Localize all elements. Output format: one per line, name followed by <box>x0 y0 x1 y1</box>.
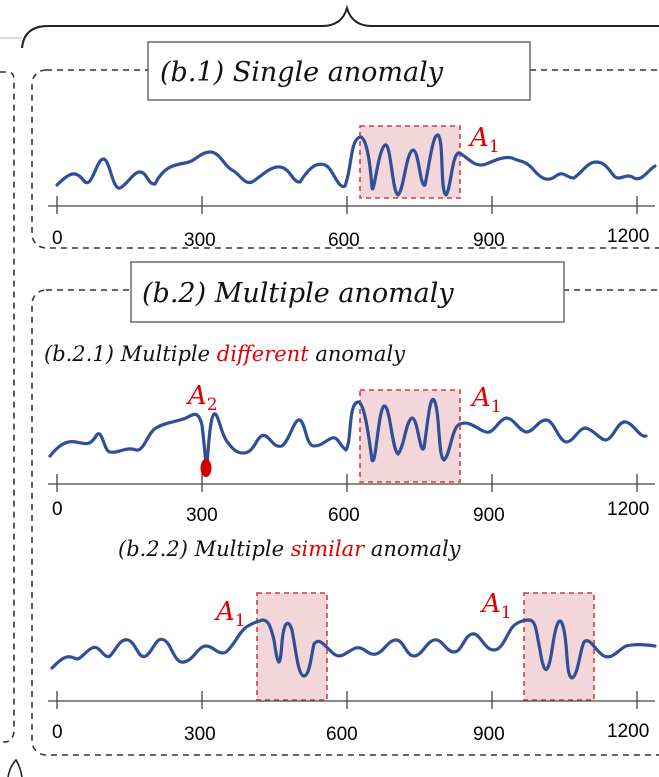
panel-b21-label-a2: A2 <box>186 381 218 415</box>
panel-b21-anomaly-box <box>359 389 461 483</box>
panel-b2-frame <box>31 289 659 756</box>
panel-b21-tick-1200: 1200 <box>607 499 649 520</box>
panel-b1-axis <box>48 196 655 214</box>
panel-b1-tick-600: 600 <box>328 230 360 251</box>
panel-b22-tick-0: 0 <box>52 722 63 743</box>
panel-b21-tick-600: 600 <box>328 505 360 526</box>
panel-b1-title-box <box>147 41 531 101</box>
panel-b22-label-a1-left: A1 <box>214 597 246 631</box>
panel-b22-axis <box>48 691 655 709</box>
panel-b1-tick-0: 0 <box>52 228 63 249</box>
panel-b22-label-a1-right: A1 <box>480 589 512 623</box>
panel-b1-tick-300: 300 <box>184 230 216 251</box>
panel-b1-anomaly-label: A1 <box>468 123 500 157</box>
panel-b21-subtitle: (b.2.1) Multiple different anomaly <box>44 342 406 366</box>
panel-b21-tick-0: 0 <box>52 499 63 520</box>
panel-b22-anomaly-box-1 <box>256 592 328 701</box>
panel-b22-highlight: similar <box>291 537 366 561</box>
panel-b21-highlight: different <box>217 342 309 366</box>
panel-b22-signal <box>50 618 657 680</box>
panel-b1-signal <box>55 133 657 197</box>
panel-b2-title: (b.2) Multiple anomaly <box>142 278 454 309</box>
panel-b1-tick-1200: 1200 <box>607 226 649 247</box>
panel-b21-label-a1: A1 <box>470 383 502 417</box>
panel-b21-tick-900: 900 <box>473 505 505 526</box>
panel-b22-subtitle: (b.2.2) Multiple similar anomaly <box>118 537 462 561</box>
panel-b2-title-box <box>130 261 565 323</box>
bottom-brace-fragment <box>7 758 23 777</box>
top-brace <box>21 4 659 49</box>
left-dashed-panel <box>0 71 15 743</box>
panel-b22-tick-600: 600 <box>326 724 358 745</box>
panel-b21-signal <box>48 397 648 469</box>
panel-b21-point-anomaly <box>200 459 212 477</box>
panel-b1-frame <box>31 69 659 249</box>
panel-b22-tick-1200: 1200 <box>607 721 649 742</box>
panel-b22-tick-900: 900 <box>473 724 505 745</box>
panel-b1-tick-900: 900 <box>473 230 505 251</box>
panel-b21-axis <box>48 474 655 492</box>
panel-b1-title: (b.1) Single anomaly <box>160 57 444 88</box>
panel-b22-tick-300: 300 <box>184 724 216 745</box>
panel-b21-tick-300: 300 <box>186 505 218 526</box>
